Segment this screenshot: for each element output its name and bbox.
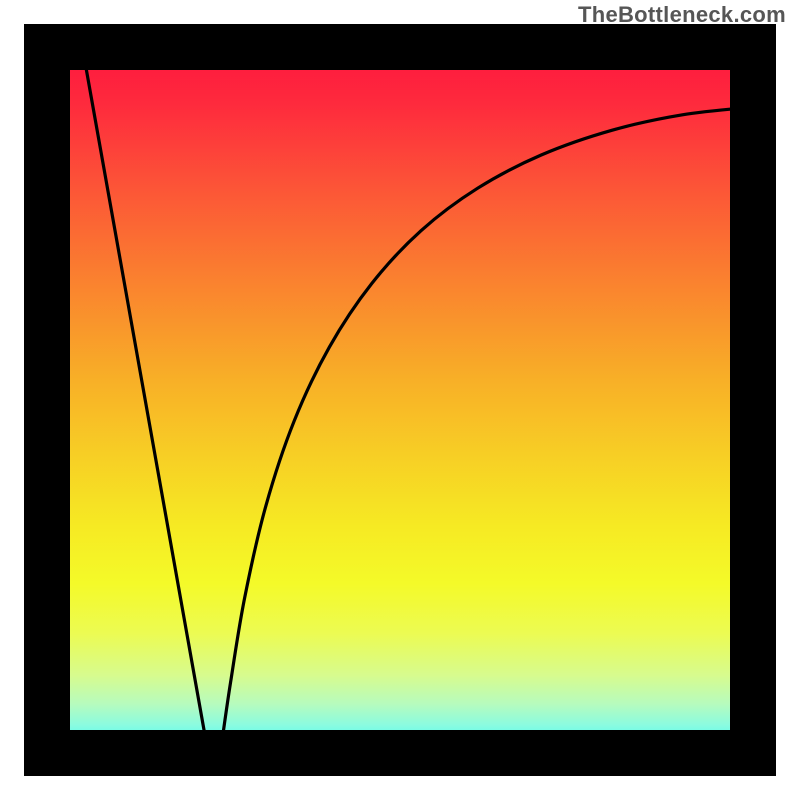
watermark-text: TheBottleneck.com	[578, 2, 786, 28]
chart-svg	[0, 0, 800, 800]
figure-root: TheBottleneck.com	[0, 0, 800, 800]
